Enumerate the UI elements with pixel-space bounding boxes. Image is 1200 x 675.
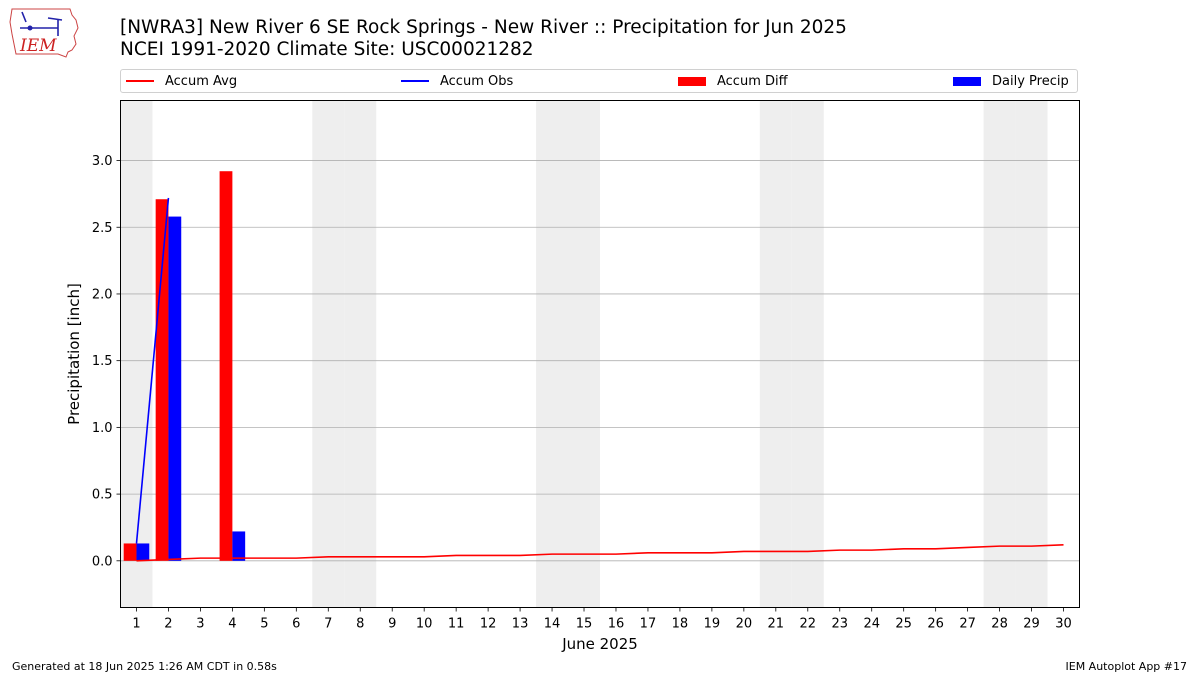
x-axis: 1 2 3 4 5 6 7 8 9 10 11 12 13 14 15 16 17 18 19 20 21 22 23 24 2… [132, 607, 1072, 632]
x-tick-label: 2 [164, 617, 172, 632]
lines [135, 197, 1064, 562]
y-tick-label: 2.0 [92, 287, 113, 302]
app-credit: IEM Autoplot App #17 [1065, 660, 1188, 673]
y-tick-label: 1.5 [92, 354, 113, 369]
x-tick-label: 9 [388, 617, 396, 632]
legend-accum-avg-swatch [126, 80, 154, 82]
accum-diff-bar-day-1 [123, 543, 137, 561]
legend-accum-avg-label: Accum Avg [165, 73, 238, 89]
x-tick-label: 11 [448, 617, 465, 632]
y-tick-label: 1.0 [92, 421, 113, 436]
x-tick-label: 8 [356, 617, 364, 632]
x-tick-label: 20 [736, 617, 753, 632]
bars [123, 171, 246, 561]
y-axis-label: Precipitation [inch] [65, 283, 83, 425]
legend-accum-diff-label: Accum Diff [717, 73, 788, 89]
legend-accum-avg: Accum Avg [126, 70, 237, 92]
x-tick-label: 10 [416, 617, 433, 632]
y-tick-label: 0.5 [92, 488, 113, 503]
weekend-band-29 [1015, 100, 1048, 608]
accum-obs-line [135, 197, 170, 544]
legend-accum-obs: Accum Obs [401, 70, 513, 92]
x-tick-label: 22 [800, 617, 817, 632]
daily-precip-bar-day-4 [232, 531, 246, 561]
x-tick-label: 1 [132, 617, 140, 632]
x-tick-label: 14 [544, 617, 561, 632]
x-tick-label: 13 [512, 617, 529, 632]
x-tick-label: 28 [991, 617, 1008, 632]
x-tick-label: 5 [260, 617, 268, 632]
weekend-band-8 [344, 100, 377, 608]
iowa-outline-icon [9, 8, 79, 58]
x-tick-label: 24 [863, 617, 880, 632]
weekend-band-28 [983, 100, 1016, 608]
x-tick-label: 3 [196, 617, 204, 632]
x-tick-label: 19 [704, 617, 721, 632]
y-tick-label: 0.0 [92, 554, 113, 569]
iem-logo: IEM [9, 8, 79, 58]
x-tick-label: 4 [228, 617, 236, 632]
accum-diff-bar-day-2 [155, 199, 169, 561]
x-tick-label: 7 [324, 617, 332, 632]
plot-frame [120, 100, 1080, 608]
x-tick-label: 21 [768, 617, 785, 632]
weekend-band-14 [536, 100, 569, 608]
y-axis: 0.0 0.5 1.0 1.5 2.0 2.5 3.0 [92, 154, 121, 569]
weekend-band-21 [759, 100, 792, 608]
accum-avg-line [136, 543, 1064, 562]
logo-text: IEM [19, 36, 57, 56]
weekend-band-1 [120, 100, 153, 608]
legend-accum-diff: Accum Diff [678, 70, 788, 92]
x-tick-label: 12 [480, 617, 497, 632]
weekend-shading [120, 100, 1048, 608]
weekend-band-22 [791, 100, 824, 608]
y-tick-label: 3.0 [92, 154, 113, 169]
x-tick-label: 30 [1055, 617, 1072, 632]
daily-precip-bar-day-2 [168, 216, 182, 561]
legend-accum-obs-swatch [401, 80, 429, 82]
legend-accum-obs-label: Accum Obs [440, 73, 514, 89]
legend-daily-precip-swatch [953, 76, 981, 86]
x-tick-label: 23 [831, 617, 848, 632]
weekend-band-7 [312, 100, 345, 608]
x-axis-label: June 2025 [561, 635, 638, 653]
chart-title: [NWRA3] New River 6 SE Rock Springs - Ne… [120, 17, 847, 38]
y-tick-label: 2.5 [92, 221, 113, 236]
legend: Accum Avg Accum Obs Accum Diff Daily Pre… [120, 69, 1078, 93]
x-tick-label: 16 [608, 617, 625, 632]
weather-station-icon [20, 11, 63, 36]
x-tick-label: 18 [672, 617, 689, 632]
weekend-band-15 [568, 100, 600, 608]
x-tick-label: 25 [895, 617, 912, 632]
x-tick-label: 29 [1023, 617, 1040, 632]
accum-diff-bar-day-4 [219, 171, 233, 561]
x-tick-label: 6 [292, 617, 300, 632]
x-tick-label: 27 [959, 617, 976, 632]
legend-daily-precip: Daily Precip [953, 70, 1069, 92]
daily-precip-bar-day-1 [136, 543, 150, 561]
x-tick-label: 15 [576, 617, 593, 632]
y-gridlines [120, 160, 1080, 562]
x-tick-label: 26 [927, 617, 944, 632]
chart-subtitle: NCEI 1991-2020 Climate Site: USC00021282 [120, 39, 534, 60]
x-tick-label: 17 [640, 617, 657, 632]
legend-daily-precip-label: Daily Precip [992, 73, 1069, 89]
legend-accum-diff-swatch [678, 76, 706, 86]
generated-timestamp: Generated at 18 Jun 2025 1:26 AM CDT in … [12, 660, 277, 673]
